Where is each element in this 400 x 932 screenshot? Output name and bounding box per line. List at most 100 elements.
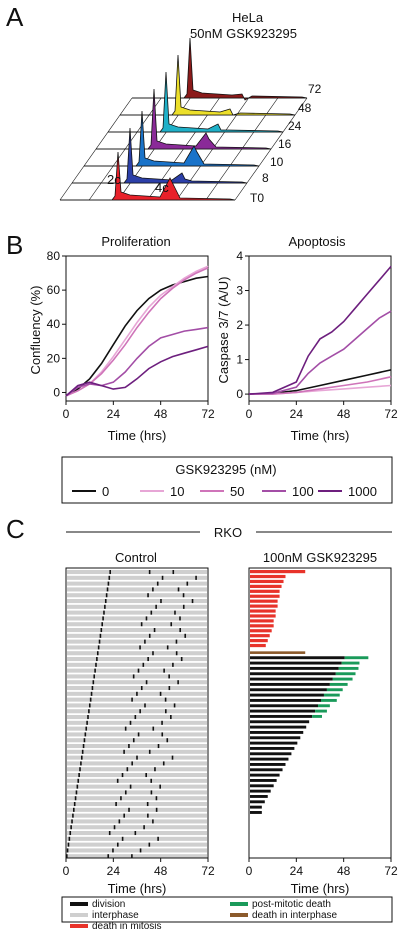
series-line-100 [248, 310, 392, 395]
outcome-swatch-death-mitosis [70, 924, 88, 929]
histogram-6 [132, 37, 308, 101]
division-mark [154, 767, 156, 772]
treated-cell-tracks [250, 570, 369, 814]
c-x-tick-label: 72 [201, 864, 215, 878]
interphase-track [67, 680, 207, 685]
histogram-4 [108, 71, 284, 133]
division-mark [150, 778, 153, 783]
histogram-5 [120, 54, 296, 116]
division-mark [160, 599, 162, 604]
post-mitotic-death-track [323, 693, 340, 697]
interphase-track [67, 645, 207, 650]
death-in-mitosis-track [250, 634, 270, 638]
division-track [250, 741, 298, 745]
division-track [250, 773, 280, 777]
outcome-legend-death-interphase: death in interphase [230, 910, 337, 921]
division-mark [155, 604, 157, 609]
interphase-track [67, 773, 207, 778]
division-mark [145, 680, 148, 685]
apoptosis-ticks: 0 24 48 72 0 1 2 3 4 [236, 249, 398, 421]
division-mark [70, 825, 72, 830]
division-mark [66, 854, 68, 859]
death-in-interphase-track [250, 651, 306, 654]
x-tick-label: 72 [201, 407, 215, 421]
post-mitotic-death-track [312, 714, 322, 718]
histogram-3 [96, 88, 272, 150]
division-mark [191, 599, 194, 604]
death-in-mitosis-track [250, 624, 274, 628]
interphase-track [67, 825, 207, 830]
interphase-track [67, 738, 207, 743]
interphase-track [67, 836, 207, 841]
death-in-mitosis-track [250, 574, 286, 579]
panel-a-title-line2: 50nM GSK923295 [190, 26, 297, 41]
series-line-100 [65, 326, 209, 397]
histogram-stack [59, 37, 308, 201]
dose-legend-label-0: 0 [102, 484, 109, 499]
dose-legend-title: GSK923295 (nM) [175, 462, 276, 477]
division-mark [146, 802, 149, 807]
death-in-mitosis-track [250, 609, 276, 613]
division-mark [162, 761, 165, 766]
interphase-track [67, 831, 207, 836]
apoptosis-title: Apoptosis [288, 234, 346, 249]
death-in-mitosis-track [250, 614, 276, 618]
outcome-legend-death-mitosis: death in mitosis [70, 921, 161, 932]
post-mitotic-death-track [338, 666, 359, 670]
division-mark [172, 570, 175, 575]
division-mark [104, 599, 107, 604]
time-label-10: 10 [270, 155, 284, 169]
interphase-track [67, 633, 207, 638]
outcome-label-death-interphase: death in interphase [252, 910, 338, 921]
interphase-track [67, 581, 207, 586]
panel-a-title-line1: HeLa [232, 10, 264, 25]
panel-c-ticks: 0 24 48 72 0 24 48 72 [63, 858, 398, 878]
division-mark [152, 587, 154, 592]
post-mitotic-death-track [315, 709, 327, 713]
outcome-label-interphase: interphase [92, 910, 139, 921]
post-mitotic-death-track [321, 698, 337, 702]
outcome-legend-box [61, 896, 393, 923]
interphase-track [67, 807, 207, 812]
division-track [250, 672, 336, 676]
division-mark [165, 709, 167, 714]
division-mark [82, 744, 85, 749]
interphase-track [67, 668, 207, 673]
death-in-mitosis-track [250, 579, 284, 584]
division-mark [148, 570, 151, 575]
y-tick-label: 40 [47, 317, 61, 331]
division-mark [91, 686, 94, 691]
division-mark [123, 749, 125, 754]
division-mark [118, 819, 121, 824]
interphase-track [67, 749, 207, 754]
x-tick-label: 48 [337, 407, 351, 421]
time-label-8: 8 [262, 171, 269, 185]
interphase-track [67, 790, 207, 795]
interphase-track [67, 599, 207, 604]
division-mark [144, 703, 146, 708]
division-mark [83, 738, 86, 743]
division-mark [139, 709, 141, 714]
division-mark [159, 691, 162, 696]
series-line-50 [65, 267, 209, 397]
division-mark [72, 813, 74, 818]
division-mark [139, 848, 142, 853]
division-mark [94, 668, 96, 673]
division-mark [124, 726, 127, 731]
division-mark [95, 662, 97, 667]
interphase-track [67, 616, 207, 621]
interphase-track [67, 697, 207, 702]
division-mark [109, 570, 111, 575]
division-mark [163, 668, 165, 673]
division-track [250, 666, 339, 670]
division-mark [152, 726, 155, 731]
division-mark [87, 715, 89, 720]
division-mark [73, 802, 76, 807]
interphase-track [67, 726, 207, 731]
division-track [250, 746, 295, 750]
death-in-mitosis-track [250, 643, 266, 648]
c-x-tick-label: 48 [337, 864, 351, 878]
division-mark [174, 610, 176, 615]
c-x-tick-label: 48 [154, 864, 168, 878]
division-mark [137, 668, 140, 673]
